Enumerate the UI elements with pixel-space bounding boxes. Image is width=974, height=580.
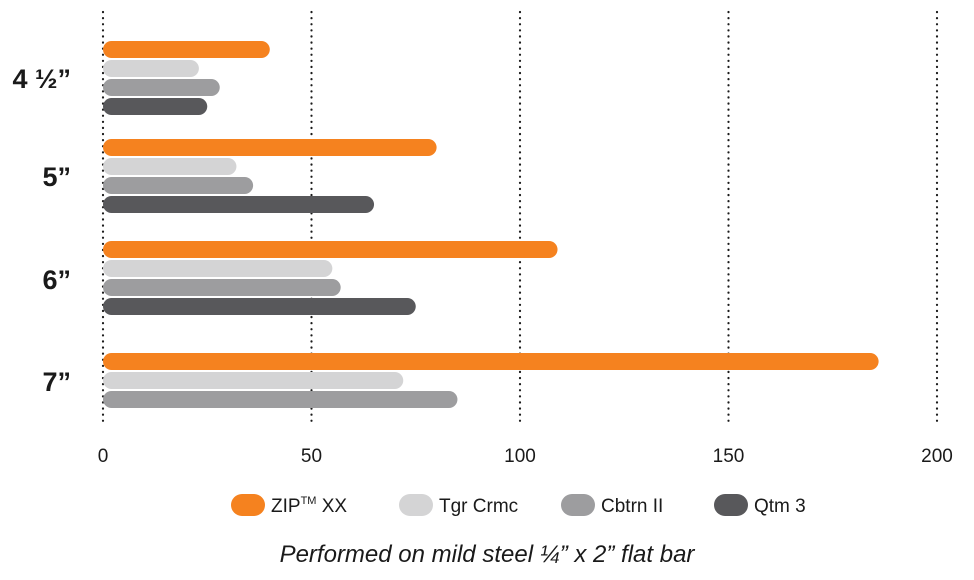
bar — [103, 158, 237, 175]
legend-label: Qtm 3 — [754, 496, 806, 517]
bar — [103, 353, 879, 370]
x-axis-tick-labels: 0 50 100 150 200 — [98, 446, 953, 467]
chart-caption: Performed on mild steel ¼” x 2” flat bar — [280, 541, 696, 568]
grid-lines — [101, 10, 939, 428]
bar — [103, 60, 199, 77]
category-label: 5” — [42, 162, 71, 192]
x-tick-label: 200 — [921, 446, 953, 467]
legend-label: ZIPTM XX — [271, 495, 347, 517]
bar — [103, 298, 416, 315]
x-tick-label: 50 — [301, 446, 322, 467]
bar — [103, 241, 558, 258]
x-tick-label: 0 — [98, 446, 109, 467]
legend-swatch — [714, 494, 748, 516]
legend-label: Cbtrn II — [601, 496, 663, 517]
category-label: 6” — [42, 265, 71, 295]
category-label: 7” — [42, 367, 71, 397]
bar — [103, 177, 254, 194]
bar — [103, 41, 270, 58]
category-labels: 4 ½” 5” 6” 7” — [12, 64, 71, 397]
category-label: 4 ½” — [12, 64, 71, 94]
bar — [103, 391, 458, 408]
bar — [103, 79, 220, 96]
legend: ZIPTM XX Tgr Crmc Cbtrn II Qtm 3 — [231, 494, 806, 517]
legend-swatch — [399, 494, 433, 516]
bar — [103, 98, 208, 115]
bars — [103, 41, 879, 408]
bar — [103, 372, 404, 389]
bar — [103, 279, 341, 296]
bar — [103, 139, 437, 156]
legend-swatch — [231, 494, 265, 516]
bar — [103, 260, 333, 277]
x-tick-label: 150 — [713, 446, 745, 467]
bar — [103, 196, 375, 213]
legend-swatch — [561, 494, 595, 516]
legend-label: Tgr Crmc — [439, 496, 518, 517]
x-tick-label: 100 — [504, 446, 536, 467]
